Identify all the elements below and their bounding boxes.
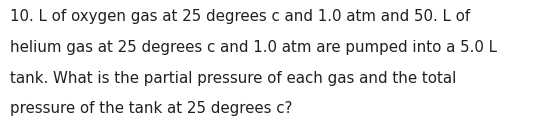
Text: helium gas at 25 degrees c and 1.0 atm are pumped into a 5.0 L: helium gas at 25 degrees c and 1.0 atm a… [10, 40, 497, 55]
Text: 10. L of oxygen gas at 25 degrees c and 1.0 atm and 50. L of: 10. L of oxygen gas at 25 degrees c and … [10, 9, 470, 24]
Text: tank. What is the partial pressure of each gas and the total: tank. What is the partial pressure of ea… [10, 71, 456, 86]
Text: pressure of the tank at 25 degrees c?: pressure of the tank at 25 degrees c? [10, 101, 292, 116]
